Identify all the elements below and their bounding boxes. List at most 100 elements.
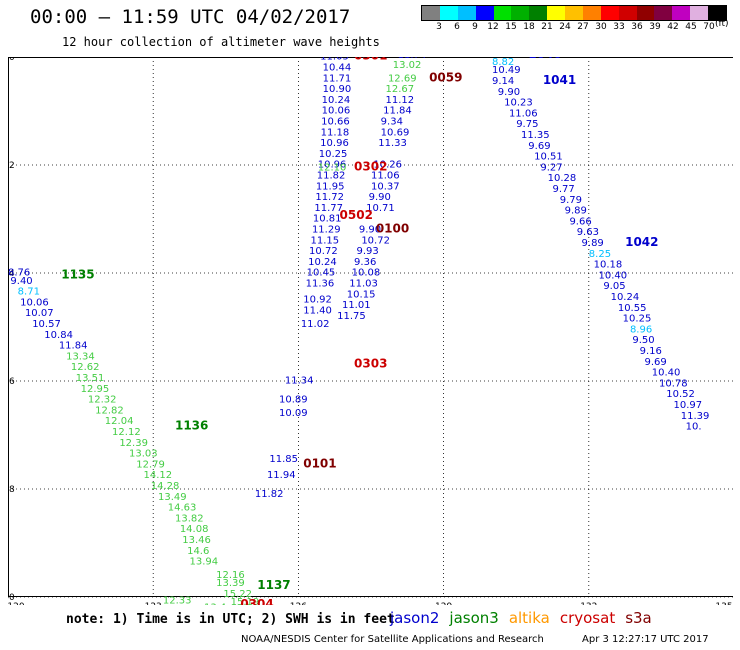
wave-height-obs: 10.25: [319, 149, 348, 160]
track-time-label: 0502: [340, 208, 373, 222]
color-scale-labels: 3 6 9 12 15 18 21 24 27 30 33 36 39 42 45 70: [421, 21, 727, 33]
wave-height-obs: 10.06: [322, 106, 351, 117]
color-scale-swatch: [457, 6, 476, 20]
wave-height-obs: 10.44: [323, 63, 352, 74]
color-scale-label: 70: [703, 22, 715, 32]
color-scale-label: 12: [487, 22, 499, 32]
lat-tick-label: -40: [8, 57, 15, 63]
wave-height-obs: 11.03: [349, 279, 378, 290]
wave-height-obs: 10.57: [32, 319, 61, 330]
wave-height-obs: 10.40: [598, 270, 627, 281]
wave-height-obs: 15.19: [231, 597, 260, 605]
wave-height-obs: 10.96: [320, 138, 349, 149]
wave-height-obs: 10.97: [674, 400, 703, 411]
wave-height-obs: 11.18: [321, 127, 350, 138]
wave-height-obs: 10.78: [659, 378, 688, 389]
color-scale-swatch: [672, 6, 691, 20]
wave-height-obs: 10.24: [322, 95, 351, 106]
wave-height-obs: 13.46: [182, 535, 211, 546]
wave-height-obs: 8.82: [492, 57, 514, 68]
color-scale-swatch: [690, 6, 708, 20]
wave-height-obs: 13.51: [76, 373, 105, 384]
wave-height-obs: 12.79: [136, 459, 165, 470]
wave-height-obs: 10.24: [611, 292, 640, 303]
wave-height-obs: 11.75: [337, 311, 366, 322]
color-scale-label: 27: [577, 22, 589, 32]
wave-height-obs: 10.45: [307, 268, 336, 279]
track-time-label: 0058: [436, 57, 469, 60]
wave-height-obs: 8.76: [8, 268, 30, 279]
wave-height-obs: 15.22: [223, 589, 252, 600]
satellite-legend: jason2 jason3 altika cryosat s3a: [390, 609, 662, 627]
wave-height-obs: 11.84: [59, 341, 88, 352]
wave-height-obs: 12.69: [388, 73, 417, 84]
wave-height-obs: 13.49: [158, 492, 187, 503]
track-time-label: 0304: [240, 597, 273, 605]
wave-height-obs: 10.26: [373, 160, 402, 171]
color-scale-swatch: [529, 6, 548, 20]
wave-height-obs: 10.55: [618, 303, 647, 314]
wave-height-obs: 12.12: [112, 427, 141, 438]
wave-height-obs: 13.02: [393, 60, 422, 71]
wave-height-obs: 12.16: [216, 570, 245, 581]
satellite-legend-jason3: jason3: [449, 609, 499, 627]
wave-height-obs: 8.96: [630, 324, 652, 335]
wave-height-obs: 9.79: [560, 195, 582, 206]
map-border: [8, 57, 733, 597]
color-scale-swatch: [654, 6, 673, 20]
wave-height-obs: 14.63: [168, 503, 197, 514]
wave-height-obs: 9.75: [516, 119, 538, 130]
color-scale-swatch: [547, 6, 565, 20]
wave-height-map[interactable]: 120 123 126 129 132 135 -40 -42 -44 -46 -48 -50 11.0…: [8, 57, 733, 605]
wave-height-obs: 13.82: [175, 513, 204, 524]
track-time-label: 1042: [625, 235, 658, 249]
wave-height-obs: 10.09: [279, 408, 308, 419]
lat-tick-label: -42: [8, 161, 15, 171]
color-scale-label: 6: [454, 22, 460, 32]
lon-tick-label: 132: [580, 602, 597, 605]
wave-height-obs: 9.14: [492, 76, 514, 87]
color-scale-swatch: [708, 6, 726, 20]
color-scale-label: 36: [631, 22, 643, 32]
wave-height-obs: 10.15: [347, 289, 376, 300]
wave-height-obs: 9.93: [356, 246, 378, 257]
wave-height-obs: 10.81: [313, 214, 342, 225]
wave-height-obs: 10.72: [309, 246, 338, 257]
wave-height-obs: 9.63: [577, 227, 599, 238]
wave-height-obs: 9.90: [498, 87, 520, 98]
wave-height-obs: 9.89: [582, 238, 604, 249]
wave-height-obs: 11.94: [267, 470, 296, 481]
wave-height-obs: 14.28: [151, 481, 180, 492]
wave-height-obs: 11.40: [303, 306, 332, 317]
wave-height-obs: 10.66: [321, 117, 350, 128]
track-time-label: 0302: [354, 159, 387, 173]
wave-height-obs: 12.10: [318, 162, 347, 173]
lat-tick-label: -48: [8, 485, 15, 495]
wave-height-obs: 9.27: [540, 162, 562, 173]
color-scale-unit: (ft): [715, 19, 729, 29]
wave-height-obs: 11.36: [306, 279, 335, 290]
color-scale-label: 39: [649, 22, 661, 32]
wave-height-obs: 11.33: [378, 138, 407, 149]
wave-height-obs: 10.: [686, 422, 702, 433]
color-scale-label: 33: [613, 22, 625, 32]
color-scale-swatch: [565, 6, 583, 20]
track-time-label: 0303: [354, 357, 387, 371]
wave-height-obs: 10.90: [323, 84, 352, 95]
wave-height-obs: 14.08: [180, 524, 209, 535]
color-scale-swatch: [600, 6, 619, 20]
wave-height-obs: 10.52: [666, 389, 695, 400]
wave-height-obs: 11.74: [398, 57, 427, 61]
color-scale-label: 9: [472, 22, 478, 32]
color-scale-label: 42: [667, 22, 679, 32]
track-time-label: 0059: [429, 70, 462, 84]
color-scale-label: 3: [436, 22, 442, 32]
wave-height-obs: 12.39: [119, 438, 148, 449]
color-scale-label: 30: [595, 22, 607, 32]
lon-tick-label: 135: [715, 602, 732, 605]
wave-height-obs: 13.34: [66, 351, 95, 362]
wave-height-obs: 10.51: [534, 152, 563, 163]
track-time-label: 1136: [175, 419, 208, 433]
wave-height-obs: 9.34: [381, 117, 403, 128]
color-scale-legend: 3 6 9 12 15 18 21 24 27 30 33 36 39 42 45 70: [421, 5, 727, 33]
